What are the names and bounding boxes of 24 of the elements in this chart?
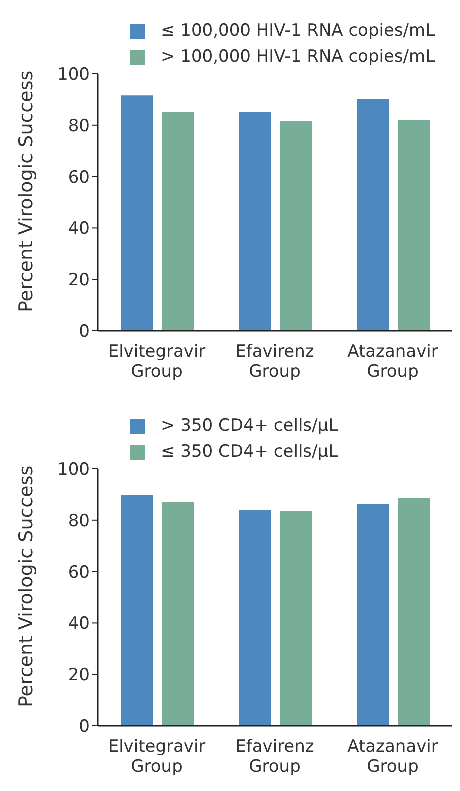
x-tick-label: Elvitegravir Group (108, 342, 206, 382)
x-tick-label: Efavirenz Group (236, 737, 314, 777)
y-tick-label: 40 (68, 614, 90, 634)
legend-label: ≤ 350 CD4+ cells/μL (161, 442, 338, 462)
legend-label: > 100,000 HIV-1 RNA copies/mL (161, 47, 436, 67)
legend-label: > 350 CD4+ cells/μL (161, 416, 338, 436)
y-tick-label: 100 (58, 65, 90, 86)
y-tick-label: 60 (68, 562, 90, 583)
y-tick-label: 20 (68, 270, 90, 291)
y-tick-label: 80 (68, 511, 90, 532)
legend-label: ≤ 100,000 HIV-1 RNA copies/mL (161, 21, 436, 41)
x-tick-label: Atazanavir Group (348, 342, 438, 382)
y-tick-label: 20 (68, 666, 90, 686)
y-axis-title: Percent Virologic Success (16, 466, 38, 708)
y-axis-title: Percent Virologic Success (16, 70, 38, 312)
y-tick-label: 60 (68, 168, 90, 188)
y-tick-label: 0 (79, 717, 90, 738)
x-tick-label: Atazanavir Group (348, 737, 438, 777)
y-tick-label: 100 (58, 460, 90, 480)
y-tick-label: 80 (68, 116, 90, 136)
y-tick-label: 0 (79, 322, 90, 342)
x-tick-label: Efavirenz Group (236, 342, 314, 382)
y-tick-label: 40 (68, 219, 90, 240)
x-tick-label: Elvitegravir Group (108, 737, 206, 777)
